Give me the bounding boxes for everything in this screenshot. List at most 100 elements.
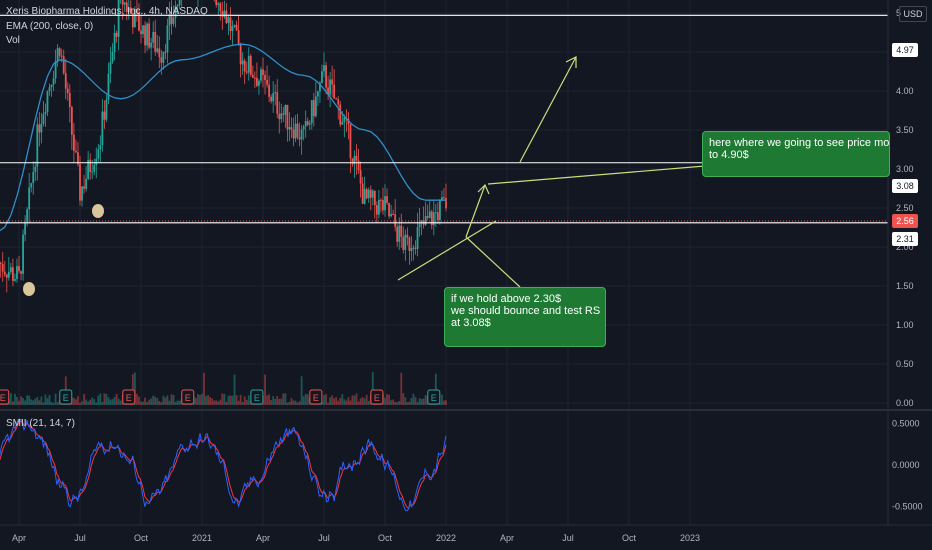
chart-grid xyxy=(0,0,888,525)
volume-bar xyxy=(105,393,108,405)
candle-body xyxy=(284,104,287,115)
volume-bar xyxy=(327,402,329,405)
volume-bar xyxy=(154,396,157,405)
volume-bar xyxy=(227,395,230,405)
level-label-2-31[interactable]: 2.31 xyxy=(892,232,918,246)
volume-bar xyxy=(347,397,350,405)
candle-body xyxy=(140,30,142,35)
candle-body xyxy=(400,225,403,237)
last-price-label[interactable]: 2.56 xyxy=(892,214,918,228)
earnings-marker[interactable] xyxy=(370,389,384,405)
candle-body xyxy=(22,234,24,274)
volume-bar xyxy=(229,395,232,405)
candle-body xyxy=(414,247,417,249)
oscillator-axis[interactable]: 0.5000 0.0000 -0.5000 xyxy=(892,419,923,512)
symbol-title[interactable]: Xeris Biopharma Holdings, Inc., 4h, NASD… xyxy=(6,6,208,17)
candle-body xyxy=(46,91,49,112)
candle-body xyxy=(48,87,51,92)
volume-bar xyxy=(361,397,364,405)
target-arrow-line[interactable] xyxy=(519,56,577,163)
earnings-marker[interactable] xyxy=(181,389,195,405)
volume-bar xyxy=(323,395,325,405)
volume-bar xyxy=(351,395,354,405)
volume-bar xyxy=(396,402,399,405)
volume-bar xyxy=(166,395,169,405)
pointer-to-bottom-note[interactable] xyxy=(465,236,521,288)
level-label-4-97[interactable]: 4.97 xyxy=(892,43,918,57)
candle-body xyxy=(66,88,69,93)
candle-body xyxy=(272,93,275,102)
volume-bar xyxy=(416,401,419,405)
candle-body xyxy=(235,24,238,31)
volume-bar xyxy=(349,400,352,405)
candle-body xyxy=(162,51,165,63)
candle-body xyxy=(341,121,344,125)
volume-legend[interactable]: Vol xyxy=(6,35,20,46)
candle-body xyxy=(363,189,366,204)
volume-bar xyxy=(367,400,370,405)
candle-body xyxy=(219,3,222,12)
volume-bar xyxy=(142,401,144,405)
trend-annotations[interactable] xyxy=(397,56,706,288)
support-note[interactable]: if we hold above 2.30$ we should bounce … xyxy=(444,287,606,347)
candle-body xyxy=(28,187,31,210)
level-label-3-08[interactable]: 3.08 xyxy=(892,179,918,193)
volume-bar xyxy=(211,398,214,405)
candle-body xyxy=(144,25,146,46)
volume-bar xyxy=(160,402,163,405)
volume-bar xyxy=(247,395,250,405)
candle-body xyxy=(430,211,433,226)
support-trendline[interactable] xyxy=(397,220,497,281)
candle-body xyxy=(111,52,114,62)
candle-body xyxy=(113,32,116,53)
candle-body xyxy=(217,3,220,5)
volume-bar xyxy=(174,402,177,405)
candle-body xyxy=(280,113,283,120)
candle-body xyxy=(166,25,169,53)
volume-bar xyxy=(268,394,270,405)
volume-bar xyxy=(14,393,16,405)
volume-bar xyxy=(89,399,92,405)
candle-body xyxy=(349,124,352,159)
volume-bar xyxy=(99,393,102,405)
candle-body xyxy=(32,171,35,184)
time-axis[interactable]: Apr Jul Oct 2021 Apr Jul Oct 2022 Apr Jul Oct 2023 xyxy=(12,533,700,543)
volume-bar xyxy=(359,398,362,405)
candle-body xyxy=(355,155,358,161)
candle-body xyxy=(148,23,151,48)
earnings-marker[interactable] xyxy=(250,389,264,405)
volume-bar xyxy=(233,374,236,405)
target-note[interactable]: here where we going to see price move to… xyxy=(702,131,890,177)
candle-body xyxy=(83,186,85,189)
smii-main-line xyxy=(0,418,447,512)
volume-bar xyxy=(199,395,201,405)
currency-label[interactable]: USD xyxy=(899,6,927,22)
candle-body xyxy=(154,31,157,52)
volume-bar xyxy=(443,400,445,405)
volume-bar xyxy=(278,398,281,405)
volume-bar xyxy=(103,393,106,405)
volume-bar xyxy=(97,395,100,405)
candle-body xyxy=(264,74,266,80)
pointer-to-top-note[interactable] xyxy=(487,165,706,185)
candle-body xyxy=(384,196,386,211)
time-tick-label: Jul xyxy=(74,533,86,543)
volume-bar xyxy=(195,397,197,405)
earnings-marker[interactable] xyxy=(309,389,323,405)
candle-body xyxy=(306,121,309,125)
earnings-marker[interactable] xyxy=(122,389,136,405)
ema-legend[interactable]: EMA (200, close, 0) xyxy=(6,21,94,32)
volume-bar xyxy=(365,394,368,405)
earnings-marker[interactable] xyxy=(427,389,441,405)
candle-body xyxy=(117,0,120,37)
candle-body xyxy=(402,236,405,250)
highlight-circle xyxy=(92,204,104,218)
path-up-arrow-line[interactable] xyxy=(465,184,486,238)
candle-body xyxy=(12,267,14,281)
earnings-marker[interactable] xyxy=(59,389,73,405)
smii-legend[interactable]: SMII (21, 14, 7) xyxy=(6,418,75,429)
candle-body xyxy=(390,214,392,217)
candle-body xyxy=(79,164,81,201)
earnings-marker[interactable] xyxy=(0,389,10,405)
